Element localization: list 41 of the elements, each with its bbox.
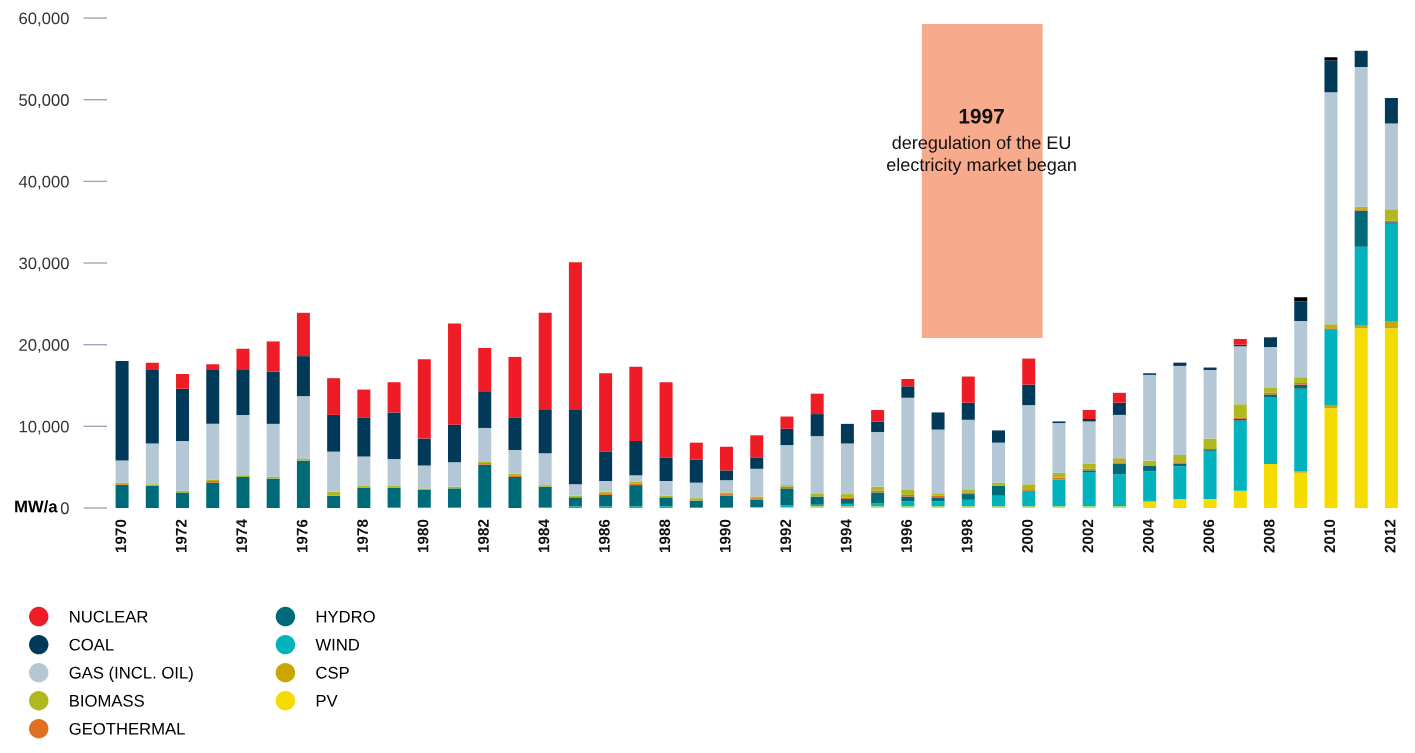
x-tick-label: 1992 (780, 519, 792, 553)
x-tick-label: 1976 (296, 519, 308, 553)
x-tick-label: 1990 (719, 519, 731, 553)
x-tick-label: 1986 (598, 519, 610, 553)
x-tick-label: 1980 (417, 519, 429, 553)
x-tick-label: 1996 (901, 519, 912, 553)
y-tick-label: 20,000 (19, 339, 69, 353)
y-axis-title: MW/a (15, 500, 58, 513)
x-tick-label: 1994 (840, 519, 852, 553)
legend-label: PV (316, 695, 338, 707)
y-tick-label: 30,000 (19, 257, 69, 272)
legend-label: CSP (316, 666, 349, 679)
x-tick-label: 1978 (357, 519, 368, 553)
legend-label: COAL (69, 638, 114, 651)
legend-label: WIND (315, 638, 360, 651)
x-tick-label: 1988 (659, 519, 671, 553)
x-tick-label: 1998 (961, 519, 973, 553)
x-tick-label: 1972 (175, 519, 187, 553)
x-tick-label: 2012 (1384, 519, 1396, 553)
annotation: deregulation of the EU electricity market began (887, 135, 1076, 175)
legend-label: NUCLEAR (70, 610, 148, 623)
x-tick-label: 2008 (1263, 519, 1275, 553)
x-tick-label: 2004 (1142, 519, 1154, 553)
x-tick-label: 1984 (538, 519, 550, 553)
x-tick-label: 1970 (115, 519, 127, 553)
annotation: 1997 (959, 108, 1004, 124)
x-tick-label: 2002 (1082, 519, 1094, 553)
y-tick-label: 60,000 (19, 12, 69, 27)
x-tick-label: 2010 (1324, 519, 1336, 553)
legend-label: BIOMASS (70, 694, 144, 707)
y-tick-label: 10,000 (19, 420, 69, 435)
x-tick-label: 2000 (1022, 519, 1033, 553)
legend-label: GEOTHERMAL (69, 722, 185, 735)
x-tick-label: 2006 (1203, 519, 1215, 553)
legend-label: GAS (INCL. OIL) (69, 666, 193, 682)
y-tick-label: 0 (60, 502, 69, 515)
y-tick-label: 40,000 (18, 175, 69, 190)
x-tick-label: 1974 (236, 519, 248, 553)
x-tick-label: 1982 (478, 519, 489, 553)
legend-label: HYDRO (316, 610, 375, 623)
y-tick-label: 50,000 (19, 94, 69, 108)
